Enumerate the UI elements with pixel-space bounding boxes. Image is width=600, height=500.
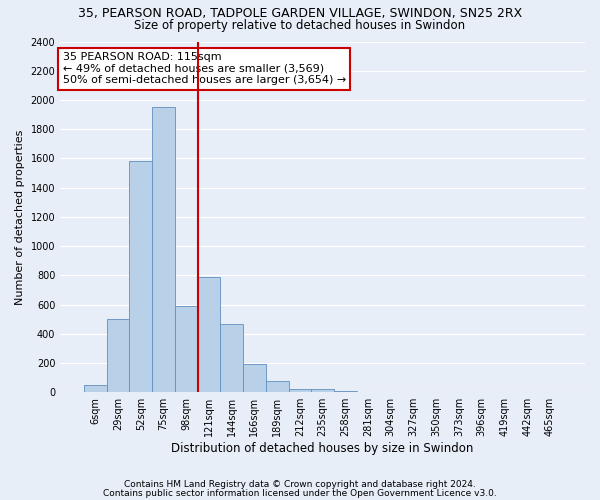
Bar [220,324,243,392]
Text: 35, PEARSON ROAD, TADPOLE GARDEN VILLAGE, SWINDON, SN25 2RX: 35, PEARSON ROAD, TADPOLE GARDEN VILLAGE… [78,8,522,20]
Bar [243,364,266,392]
Text: Contains HM Land Registry data © Crown copyright and database right 2024.: Contains HM Land Registry data © Crown c… [124,480,476,489]
Text: Size of property relative to detached houses in Swindon: Size of property relative to detached ho… [134,19,466,32]
Bar [266,380,289,392]
Bar [197,277,220,392]
Bar [311,390,334,392]
Text: Contains public sector information licensed under the Open Government Licence v3: Contains public sector information licen… [103,489,497,498]
Bar [175,306,197,392]
Bar [84,385,107,392]
Bar [152,108,175,392]
Bar [289,388,311,392]
X-axis label: Distribution of detached houses by size in Swindon: Distribution of detached houses by size … [172,442,474,455]
Text: 35 PEARSON ROAD: 115sqm
← 49% of detached houses are smaller (3,569)
50% of semi: 35 PEARSON ROAD: 115sqm ← 49% of detache… [63,52,346,85]
Bar [130,162,152,392]
Bar [107,319,130,392]
Y-axis label: Number of detached properties: Number of detached properties [15,129,25,304]
